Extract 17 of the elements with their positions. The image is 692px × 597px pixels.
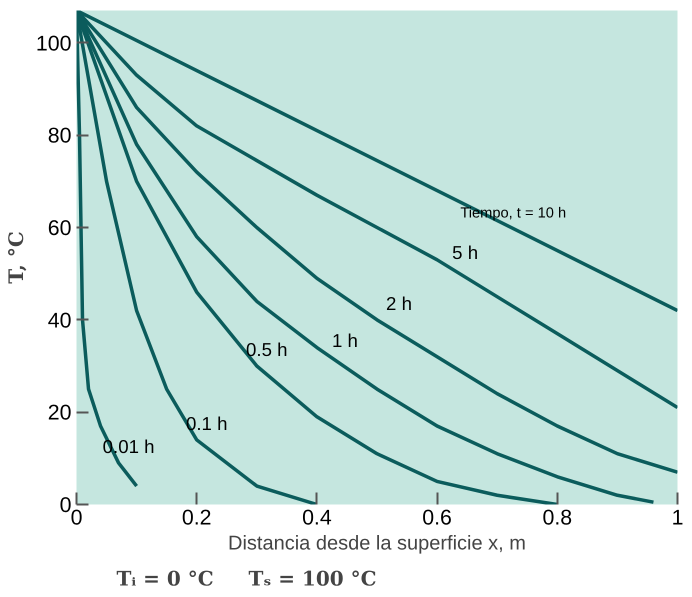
y-tick-label: 60 xyxy=(48,216,72,240)
annotation: 5 h xyxy=(452,242,478,264)
y-axis-title: T, °C xyxy=(4,231,28,284)
x-tick-label: 1 xyxy=(672,506,684,530)
x-tick-label: 0.4 xyxy=(302,506,332,530)
x-tick-label: 0.8 xyxy=(542,506,572,530)
x-tick-label: 0.6 xyxy=(422,506,452,530)
annotation: 1 h xyxy=(332,330,358,351)
y-tick-label: 20 xyxy=(48,400,72,425)
x-axis-title: Distancia desde la superficie x, m xyxy=(228,532,526,554)
y-tick-label: 100 xyxy=(36,31,72,56)
x-tick-label: 0.2 xyxy=(182,506,212,530)
text: Tᵢ = 0 °C Tₛ = 100 °C xyxy=(116,566,377,590)
y-tick-label: 80 xyxy=(48,124,72,148)
y-tick-label: 40 xyxy=(48,308,72,332)
annotation: 2 h xyxy=(386,292,412,314)
annotation: 0.5 h xyxy=(246,338,288,360)
